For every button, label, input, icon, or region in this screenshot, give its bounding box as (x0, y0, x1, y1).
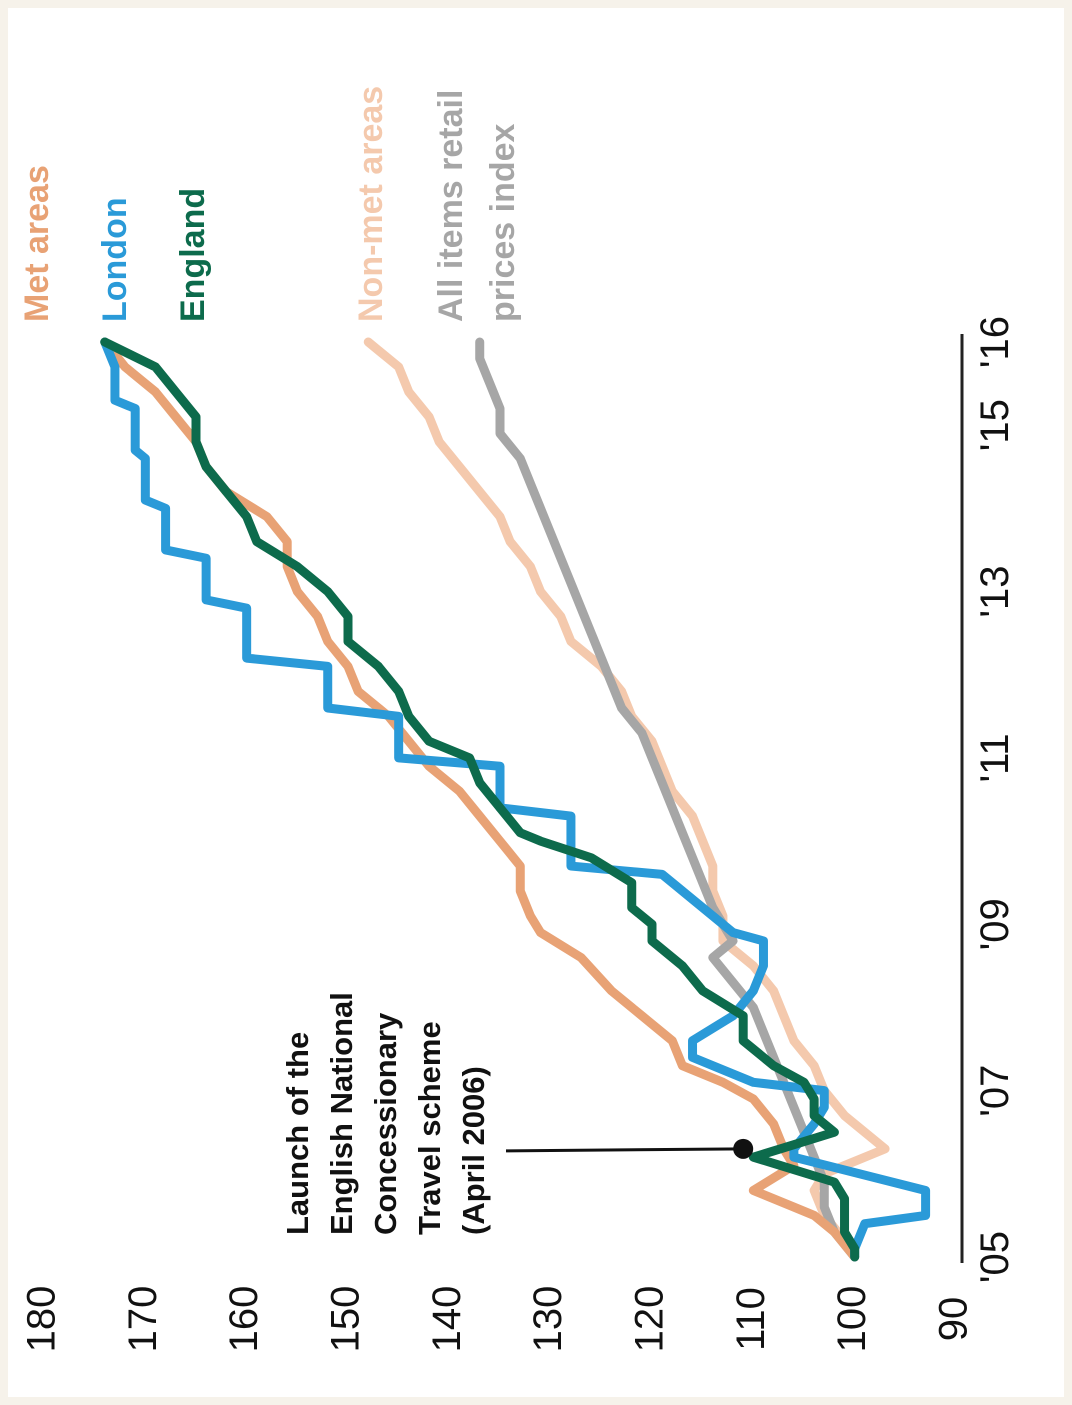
x-tick-label: '09 (973, 898, 1017, 950)
x-tick-label: '16 (973, 316, 1017, 368)
annotation-line: Launch of the (280, 1032, 315, 1235)
y-tick-label: 170 (121, 1286, 165, 1353)
index-line-chart: '05 '07 '09 '11 '13 '15 '16 90 100 110 120 130 140 1… (18, 86, 1017, 1353)
annotation-line: (April 2006) (456, 1066, 491, 1235)
annotation-leader-line (505, 1147, 744, 1153)
annotation-line: Concessionary (368, 1012, 403, 1235)
series-label: All items retail prices index (432, 90, 522, 322)
annotation-line: Travel scheme (412, 1021, 447, 1235)
x-tick-labels: '05 '07 '09 '11 '13 '15 '16 (973, 316, 1017, 1283)
x-tick-label: '07 (973, 1065, 1017, 1117)
y-tick-label: 110 (729, 1287, 773, 1351)
x-tick-label: '15 (973, 399, 1017, 451)
y-tick-label: 180 (20, 1286, 64, 1353)
series-labels: Met areas London England Non-met areas All i… (18, 86, 522, 322)
rotated-plot-area: '05 '07 '09 '11 '13 '15 '16 90 100 110 120 130 140 1… (18, 86, 1017, 1353)
x-tick-label: '05 (973, 1231, 1017, 1283)
y-tick-label: 140 (425, 1286, 469, 1353)
y-tick-label: 130 (526, 1286, 570, 1353)
annotation-line: English National (324, 992, 359, 1235)
series-label: Non-met areas (352, 86, 390, 322)
y-tick-labels: 90 100 110 120 130 140 150 160 170 180 (20, 1286, 976, 1353)
series-label: England (174, 188, 212, 322)
annotation-text: Launch of the English National Concessiona… (280, 992, 491, 1235)
launch-annotation: Launch of the English National Concessiona… (280, 992, 754, 1235)
series-line (363, 337, 890, 1262)
y-tick-label: 100 (830, 1286, 874, 1353)
series-line (100, 337, 860, 1262)
y-tick-label: 150 (324, 1286, 368, 1353)
annotation-marker-dot (733, 1138, 754, 1159)
series-line (100, 337, 860, 1262)
y-tick-label: 90 (932, 1297, 976, 1342)
series-lines (100, 337, 931, 1262)
y-tick-label: 160 (222, 1286, 266, 1353)
series-label: London (96, 197, 134, 322)
series-label: Met areas (18, 165, 56, 322)
y-tick-label: 120 (628, 1286, 672, 1353)
chart-frame: '05 '07 '09 '11 '13 '15 '16 90 100 110 120 130 140 1… (8, 8, 1064, 1397)
series-line (100, 337, 931, 1262)
series-line (475, 337, 860, 1262)
x-tick-label: '11 (973, 733, 1017, 782)
x-tick-label: '13 (973, 565, 1017, 617)
